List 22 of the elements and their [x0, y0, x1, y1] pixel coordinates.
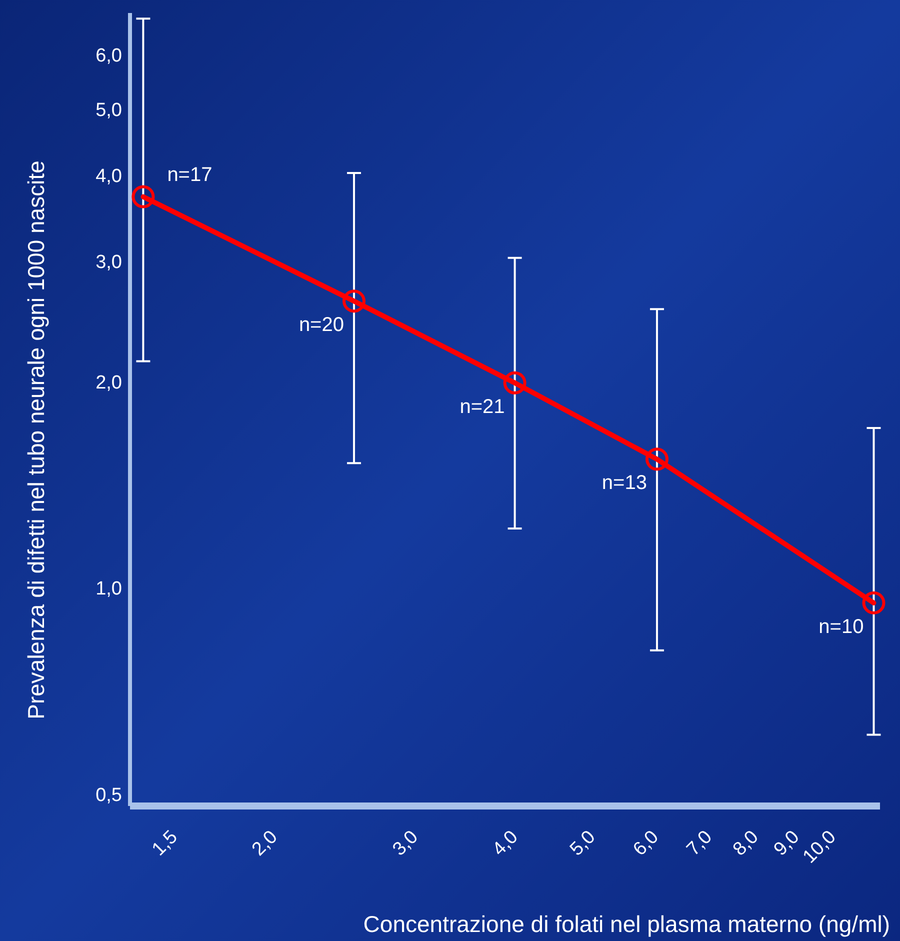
x-tick-label: 2,0	[248, 826, 282, 860]
annotation: n=13	[602, 472, 647, 494]
x-axis-title: Concentrazione di folati nel plasma materno (ng/ml)	[363, 911, 890, 937]
x-tick-label: 8,0	[729, 826, 763, 860]
x-tick-label: 7,0	[682, 826, 716, 860]
annotation: n=20	[298, 314, 344, 336]
y-tick-label: 0,5	[96, 784, 122, 806]
x-tick-label: 6,0	[629, 826, 663, 860]
y-axis-title: Prevalenza di difetti nel tubo neurale ogni 1000 nascite	[23, 160, 49, 720]
x-tick-label: 5,0	[566, 826, 600, 860]
y-tick-label: 2,0	[96, 372, 122, 394]
x-tick-label: 3,0	[388, 826, 422, 860]
annotation: n=17	[167, 164, 212, 186]
x-tick-label: 4,0	[488, 826, 522, 860]
y-tick-label: 3,0	[96, 252, 122, 273]
y-tick-label: 6,0	[96, 46, 122, 67]
annotation: n=21	[460, 396, 505, 418]
y-tick-label: 5,0	[96, 100, 122, 121]
x-tick-label: 1,5	[148, 826, 182, 860]
y-tick-label: 1,0	[96, 578, 122, 600]
y-tick-label: 4,0	[96, 166, 122, 188]
annotation: n=10	[818, 616, 864, 638]
